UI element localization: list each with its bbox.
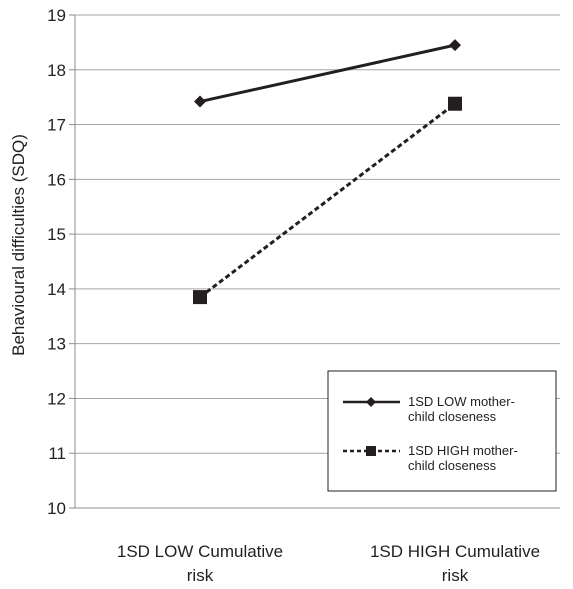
square-marker	[448, 96, 462, 111]
gridlines	[69, 14, 560, 509]
x-category-label: 1SD HIGH Cumulative risk	[370, 542, 540, 585]
y-tick-label: 17	[47, 116, 66, 135]
y-tick-label: 15	[47, 225, 66, 244]
y-tick-label: 11	[48, 444, 66, 463]
y-tick-label: 19	[47, 6, 66, 25]
legend-item: 1SD HIGH mother-child closeness	[343, 443, 518, 473]
y-tick-label: 16	[47, 170, 66, 189]
series-line	[199, 102, 456, 299]
diamond-marker	[194, 95, 206, 108]
y-tick-labels: 10 11 12 13 14 15 16 17 18 19	[47, 6, 66, 518]
legend-label: 1SD HIGH mother-child closeness	[408, 443, 518, 473]
x-category-label: 1SD LOW Cumulative risk	[117, 542, 283, 585]
series-2	[193, 96, 462, 305]
y-tick-label: 12	[47, 389, 66, 408]
legend-label: 1SD LOW mother-child closeness	[408, 394, 515, 424]
x-category-labels: 1SD LOW Cumulative risk 1SD HIGH Cumulativ…	[117, 542, 540, 585]
legend: 1SD LOW mother-child closeness 1SD HIGH m…	[327, 370, 557, 492]
square-marker	[193, 290, 207, 305]
series-layer	[193, 39, 462, 305]
y-tick-label: 18	[47, 61, 66, 80]
series-1	[194, 39, 461, 108]
series-line	[199, 43, 456, 104]
y-tick-label: 10	[47, 499, 66, 518]
y-tick-label: 14	[47, 280, 66, 299]
y-axis-label: Behavioural difficulties (SDQ)	[9, 134, 28, 356]
legend-square-marker	[366, 446, 376, 456]
legend-diamond-marker	[366, 397, 376, 407]
legend-box	[327, 370, 557, 492]
diamond-marker	[449, 39, 461, 52]
legend-item: 1SD LOW mother-child closeness	[343, 394, 515, 424]
y-tick-label: 13	[47, 335, 66, 354]
